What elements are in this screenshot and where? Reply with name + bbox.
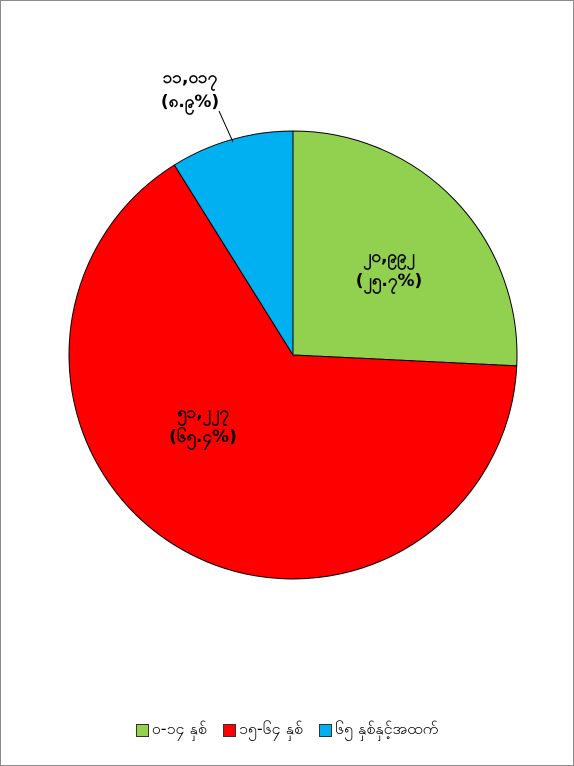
pie-slice-15-64 bbox=[68, 164, 518, 580]
pie-slice-65-plus bbox=[173, 130, 294, 357]
legend-label-65-plus: ၆၅ နှစ်နှင့်အထက် bbox=[334, 719, 439, 738]
pie-slice-0-14 bbox=[292, 130, 518, 367]
legend-item-65-plus: ၆၅ နှစ်နှင့်အထက် bbox=[318, 718, 439, 742]
leader-line bbox=[218, 110, 234, 143]
legend-swatch-15-64 bbox=[222, 723, 236, 737]
legend-item-0-14: ၀-၁၄ နှစ် bbox=[135, 718, 207, 742]
data-label-value-65-plus: ၁၁,၀၁၇ bbox=[163, 68, 218, 92]
legend-label-0-14: ၀-၁၄ နှစ် bbox=[151, 719, 207, 738]
data-label-percent-65-plus: (၈.၉%) bbox=[161, 92, 219, 116]
legend-label-15-64: ၁၅-၆၄ နှစ် bbox=[238, 719, 303, 738]
legend-swatch-65-plus bbox=[318, 723, 332, 737]
data-label-percent-15-64: (၆၅.၄%) bbox=[169, 425, 237, 451]
legend: ၀-၁၄ နှစ် ၁၅-၆၄ နှစ် ၆၅ နှစ်နှင့်အထက် bbox=[0, 718, 574, 742]
legend-item-15-64: ၁၅-၆၄ နှစ် bbox=[222, 718, 303, 742]
legend-swatch-0-14 bbox=[135, 723, 149, 737]
